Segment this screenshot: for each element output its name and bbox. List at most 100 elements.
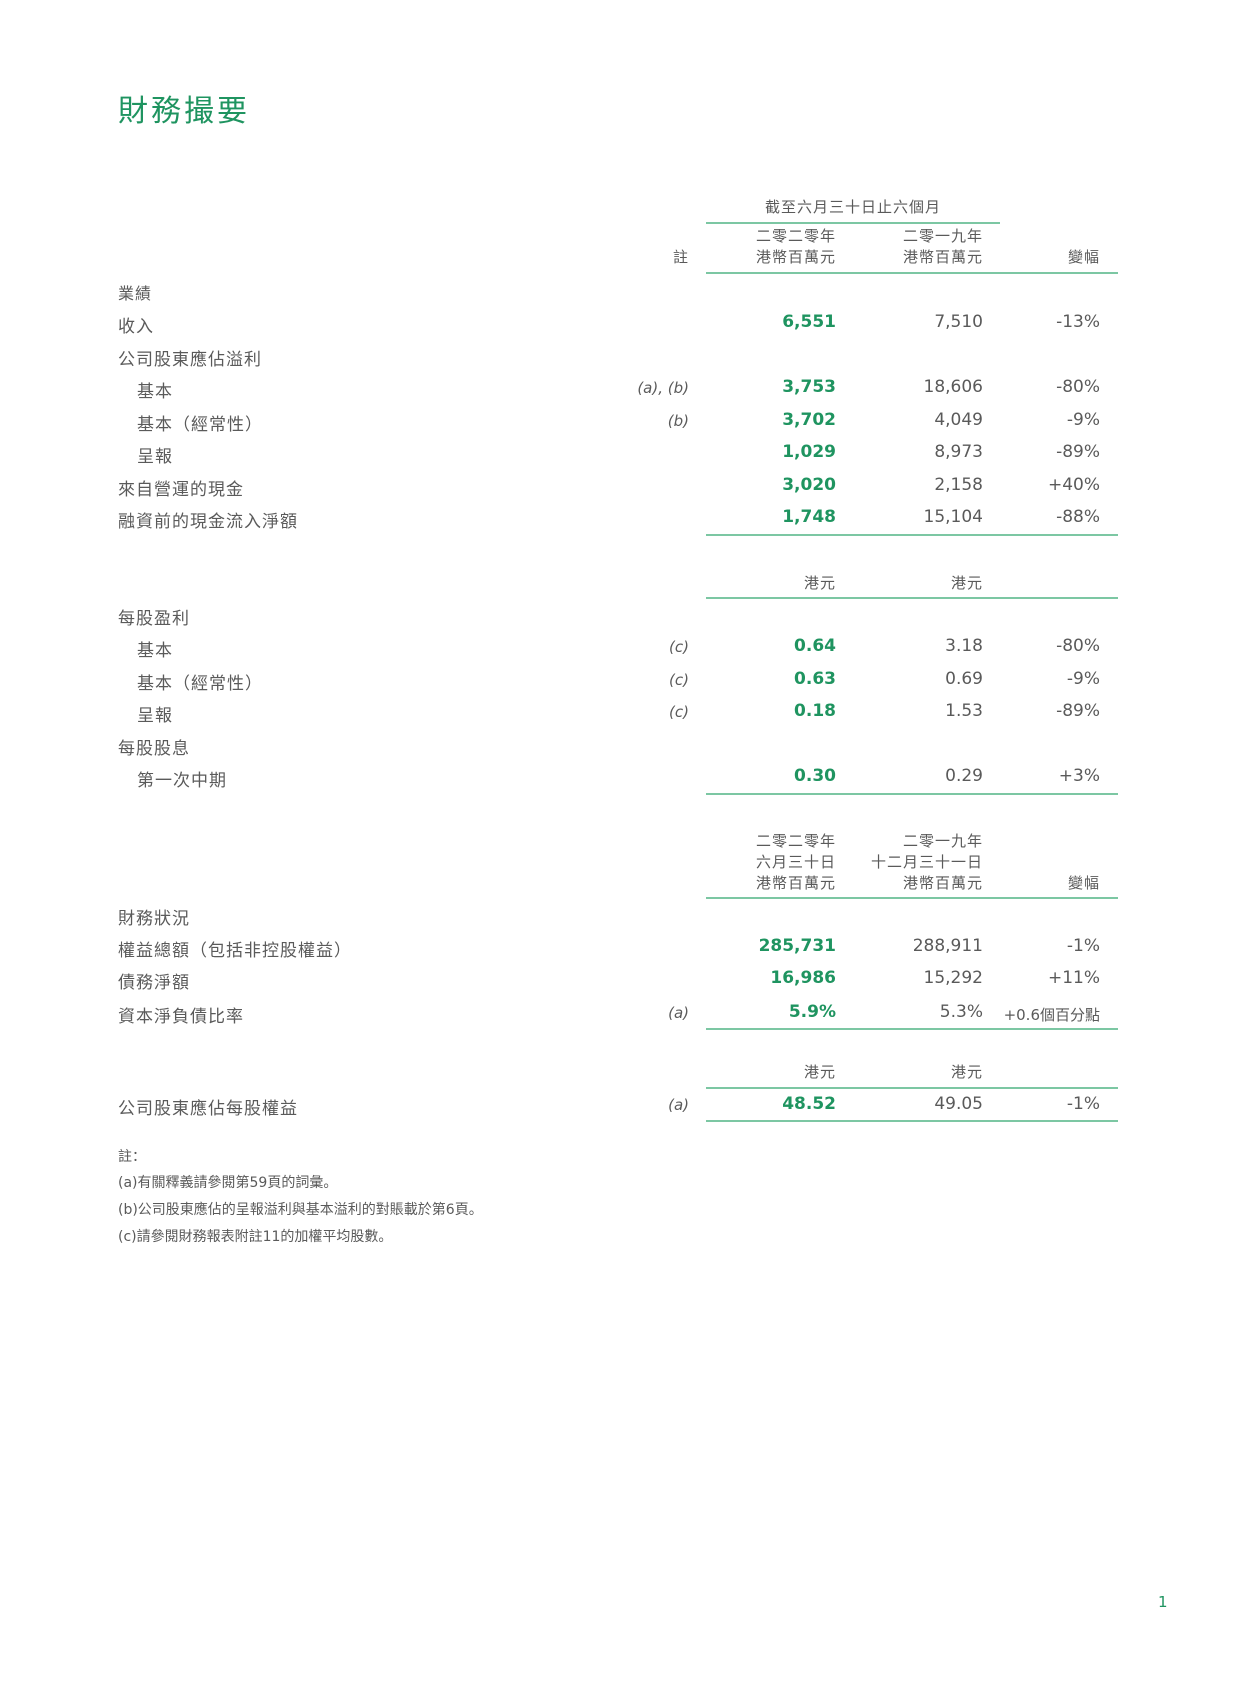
value-change: -89%: [1056, 442, 1100, 462]
value-change: -80%: [1056, 636, 1100, 656]
value-2019: 49.05: [934, 1094, 983, 1114]
value-2020: 1,748: [782, 507, 836, 527]
value-change: -88%: [1056, 507, 1100, 527]
divider: [706, 793, 1118, 795]
change-header: 變幅: [1067, 248, 1100, 266]
period-header: 截至六月三十日止六個月: [764, 198, 941, 216]
header-line: 港幣百萬元: [755, 874, 836, 892]
row-label: 呈報: [137, 447, 173, 467]
divider: [706, 534, 1118, 536]
value-2020: 0.64: [794, 636, 836, 656]
value-2020: 5.9%: [788, 1002, 836, 1022]
note-header: 註: [672, 248, 689, 266]
value-change: -89%: [1056, 701, 1100, 721]
divider: [706, 1028, 1118, 1030]
value-2020: 3,020: [782, 475, 836, 495]
value-2019: 15,292: [923, 968, 983, 988]
value-2020: 6,551: [782, 312, 836, 332]
value-2020: 0.18: [794, 701, 836, 721]
col-2019-unit: 港元: [950, 574, 983, 592]
value-2020: 48.52: [782, 1094, 836, 1114]
row-note: (a): [668, 1096, 689, 1114]
value-2019: 7,510: [934, 312, 983, 332]
divider: [706, 272, 1118, 274]
header-line: 港幣百萬元: [902, 248, 983, 266]
col-2019-header: 二零一九年 十二月三十一日 港幣百萬元: [823, 831, 983, 894]
header-line: 六月三十日: [755, 853, 836, 871]
header-line: 二零一九年: [902, 227, 983, 245]
row-note: (a): [668, 1004, 689, 1022]
row-label: 資本淨負債比率: [118, 1007, 244, 1027]
row-note: (a), (b): [637, 379, 689, 397]
value-2019: 2,158: [934, 475, 983, 495]
value-2019: 3.18: [945, 636, 983, 656]
col-2020-header: 二零二零年 港幣百萬元: [676, 226, 836, 268]
col-2020-unit: 港元: [803, 1063, 836, 1081]
footnotes-title: 註：: [118, 1149, 146, 1165]
value-2020: 0.63: [794, 669, 836, 689]
header-line: 港幣百萬元: [902, 874, 983, 892]
header-line: 十二月三十一日: [870, 853, 983, 871]
value-2019: 4,049: [934, 410, 983, 430]
section-title-results: 業績: [118, 284, 153, 303]
value-2019: 8,973: [934, 442, 983, 462]
value-2020: 1,029: [782, 442, 836, 462]
value-change: -80%: [1056, 377, 1100, 397]
divider: [706, 222, 1000, 224]
section-title-financial-position: 財務狀況: [118, 909, 190, 929]
row-label: 基本: [137, 641, 173, 661]
divider: [706, 597, 1118, 599]
value-change: -1%: [1066, 1094, 1100, 1114]
row-label: 基本: [137, 382, 173, 402]
header-line: 港幣百萬元: [755, 248, 836, 266]
value-2019: 0.69: [945, 669, 983, 689]
divider: [706, 1120, 1118, 1122]
row-note: (b): [667, 412, 689, 430]
page-title: 財務撮要: [118, 94, 250, 129]
header-line: 二零二零年: [755, 832, 836, 850]
page-number: 1: [1158, 1593, 1168, 1611]
row-label: 融資前的現金流入淨額: [118, 512, 298, 532]
value-2020: 3,702: [782, 410, 836, 430]
row-label: 來自營運的現金: [118, 480, 244, 500]
col-2019-unit: 港元: [950, 1063, 983, 1081]
value-change: -9%: [1066, 410, 1100, 430]
row-label: 公司股東應佔溢利: [118, 350, 262, 370]
value-change: +0.6個百分點: [1003, 1006, 1100, 1024]
value-2019: 15,104: [923, 507, 983, 527]
value-change: +40%: [1047, 475, 1100, 495]
change-header: 變幅: [1067, 874, 1100, 892]
row-label: 基本（經常性）: [137, 674, 263, 694]
row-label: 債務淨額: [118, 973, 190, 993]
col-2019-header: 二零一九年 港幣百萬元: [823, 226, 983, 268]
value-2019: 5.3%: [939, 1002, 983, 1022]
footnote: (c)請參閱財務報表附註11的加權平均股數。: [118, 1229, 393, 1245]
divider: [706, 1087, 1118, 1089]
col-2020-unit: 港元: [803, 574, 836, 592]
header-line: 二零一九年: [902, 832, 983, 850]
header-line: 二零二零年: [755, 227, 836, 245]
value-change: +11%: [1047, 968, 1100, 988]
row-note: (c): [669, 703, 689, 721]
row-label: 每股盈利: [118, 609, 190, 629]
footnote: (a)有關釋義請參閱第59頁的詞彙。: [118, 1175, 338, 1191]
value-2020: 3,753: [782, 377, 836, 397]
row-label: 權益總額（包括非控股權益）: [118, 941, 352, 961]
value-change: +3%: [1058, 766, 1100, 786]
value-2020: 16,986: [770, 968, 836, 988]
col-2020-header: 二零二零年 六月三十日 港幣百萬元: [676, 831, 836, 894]
row-note: (c): [669, 638, 689, 656]
row-label: 呈報: [137, 706, 173, 726]
row-label: 公司股東應佔每股權益: [118, 1099, 298, 1119]
value-change: -1%: [1066, 936, 1100, 956]
value-2020: 285,731: [758, 936, 836, 956]
row-label: 基本（經常性）: [137, 415, 263, 435]
divider: [706, 897, 1118, 899]
value-change: -13%: [1056, 312, 1100, 332]
footnote: (b)公司股東應佔的呈報溢利與基本溢利的對賬載於第6頁。: [118, 1202, 483, 1218]
row-label: 收入: [118, 317, 154, 337]
value-2019: 0.29: [945, 766, 983, 786]
value-2019: 288,911: [912, 936, 983, 956]
value-change: -9%: [1066, 669, 1100, 689]
row-label: 第一次中期: [137, 771, 227, 791]
